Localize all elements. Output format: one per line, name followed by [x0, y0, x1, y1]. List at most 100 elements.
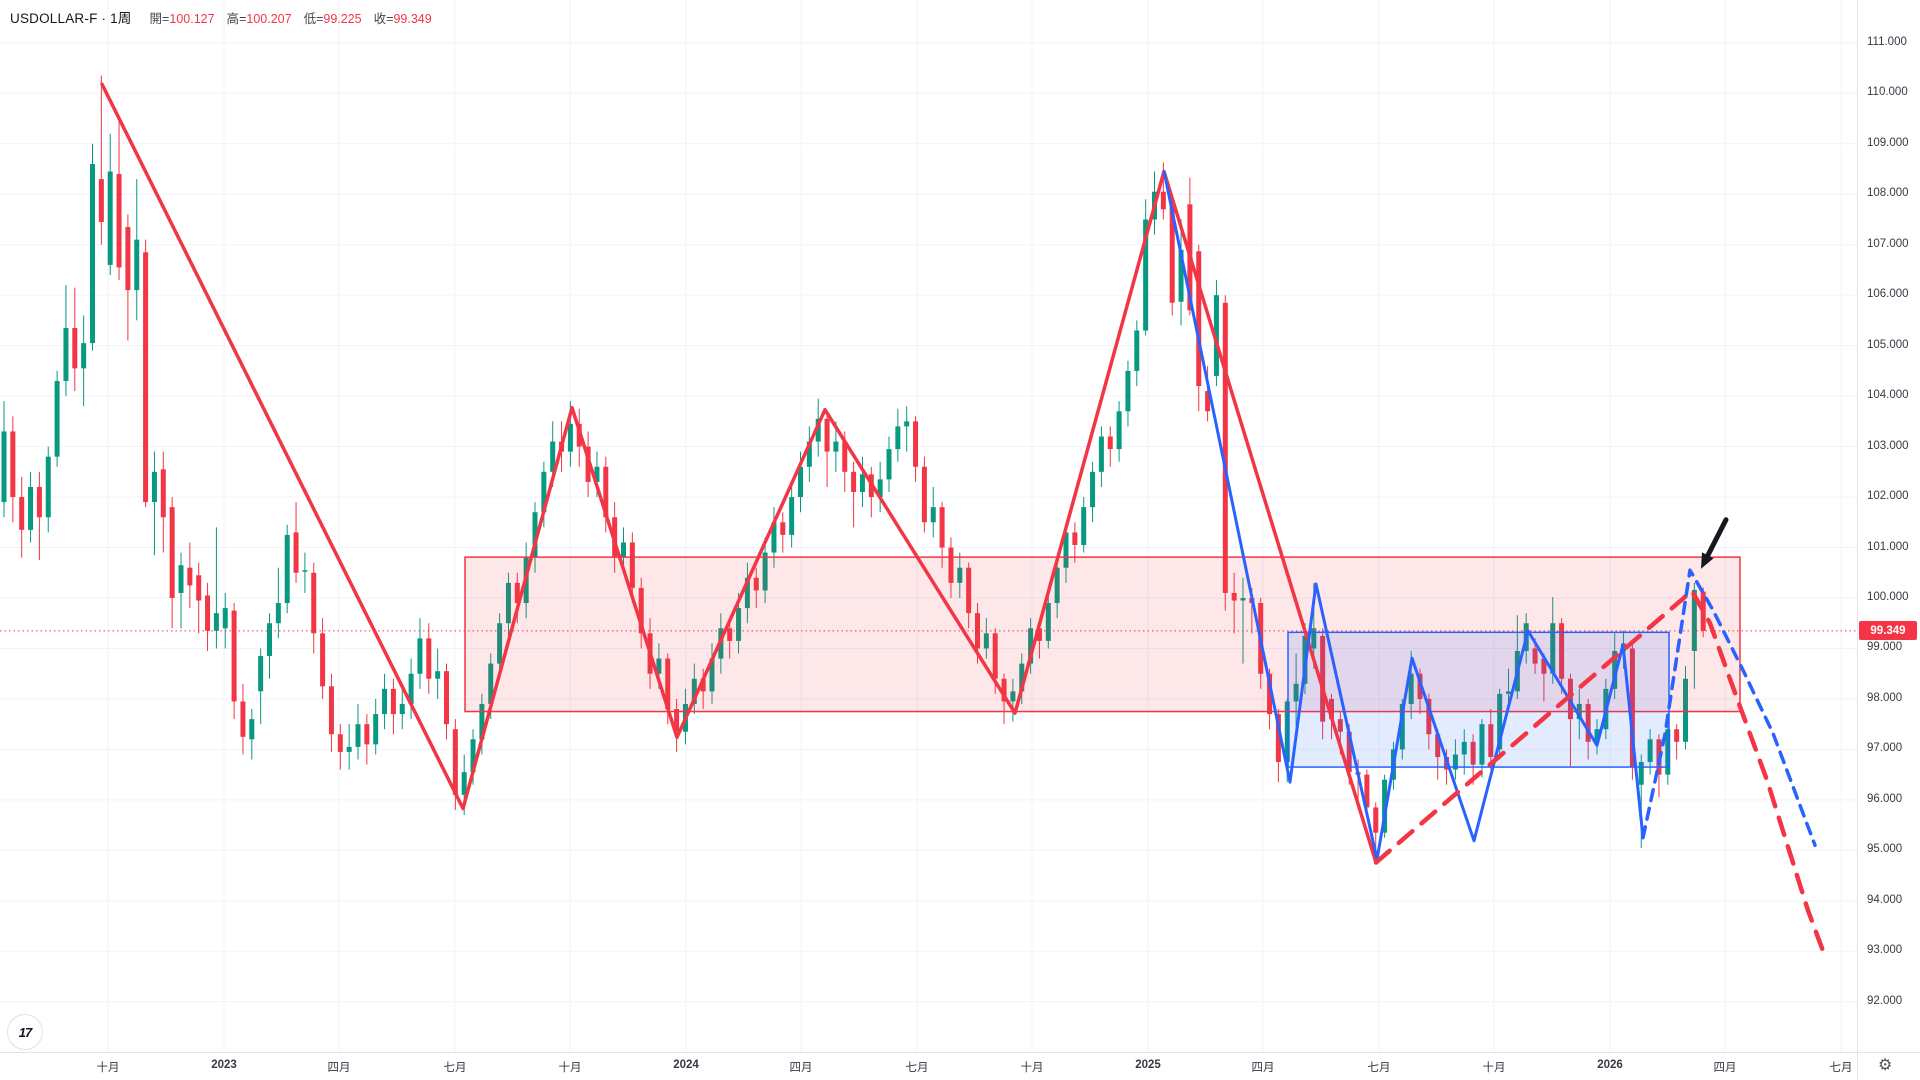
tradingview-logo-icon[interactable]: 17	[7, 1014, 43, 1050]
candle-up	[1098, 436, 1104, 472]
candle-up	[399, 703, 405, 715]
candle-up	[930, 507, 936, 523]
candle-down	[966, 567, 972, 614]
candle-up	[302, 570, 308, 572]
time-tick-label: 四月	[327, 1062, 351, 1074]
candlestick-chart[interactable]	[0, 0, 1857, 1052]
support-zone-box[interactable]	[1287, 631, 1670, 768]
candle-up	[957, 567, 963, 583]
candle-up	[815, 418, 821, 442]
time-tick-label: 2025	[1135, 1059, 1161, 1071]
candle-down	[72, 327, 78, 369]
candle-up	[81, 343, 87, 369]
price-tick-label: 104.000	[1867, 389, 1909, 402]
candle-up	[789, 497, 795, 535]
candle-down	[1001, 678, 1007, 702]
candle-up	[1125, 370, 1131, 412]
time-tick-label: 七月	[1367, 1062, 1391, 1074]
candle-down	[390, 688, 396, 715]
price-tick-label: 110.000	[1867, 86, 1908, 99]
symbol-title[interactable]: USDOLLAR-F · 1周	[10, 11, 132, 26]
candle-down	[1196, 251, 1202, 387]
candle-up	[63, 327, 69, 381]
time-tick-label: 2024	[673, 1059, 699, 1071]
candle-down	[143, 252, 149, 503]
candle-up	[1683, 678, 1688, 742]
price-tick-label: 100.000	[1867, 591, 1909, 603]
candle-down	[665, 658, 671, 710]
candle-up	[1, 431, 7, 503]
candle-down	[320, 633, 326, 687]
price-tick-label: 99.000	[1867, 641, 1903, 654]
candle-down	[603, 466, 609, 518]
open-label: 開	[149, 12, 163, 26]
candle-down	[585, 446, 591, 482]
time-tick-label: 十月	[1020, 1062, 1044, 1074]
grid-lines	[0, 0, 1857, 1052]
candle-up	[1408, 673, 1414, 704]
time-axis[interactable]: 十月 2023 四月 七月 十月 2024 四月 七月 十月 2025 四月 七月 十月 2026 四月 七月	[0, 1052, 1857, 1080]
price-tick-label: 103.000	[1867, 439, 1909, 452]
candle-down	[426, 638, 432, 679]
price-tick-label: 106.000	[1867, 288, 1909, 301]
candle-down	[205, 595, 211, 631]
candle-down	[328, 686, 334, 735]
annotation-arrow[interactable]	[1701, 517, 1729, 569]
candle-down	[116, 174, 122, 268]
red-dashed-projection[interactable]	[1373, 588, 1828, 959]
blue-dashed-projection[interactable]	[1641, 568, 1817, 848]
candle-down	[1169, 206, 1175, 303]
candle-up	[479, 703, 485, 740]
candle-down	[98, 179, 104, 222]
candle-up	[346, 746, 352, 752]
candle-up	[744, 577, 750, 609]
blue-zigzag-trendline[interactable]	[1162, 170, 1645, 861]
candle-up	[1506, 691, 1511, 694]
settings-gear-icon[interactable]: ⚙	[1878, 1057, 1893, 1074]
candle-down	[780, 522, 786, 535]
axis-corner	[1857, 1052, 1920, 1080]
candle-down	[452, 729, 458, 795]
candle-up	[1612, 650, 1618, 689]
candle-up	[1647, 739, 1653, 763]
candle-up	[408, 673, 414, 704]
chart-pane[interactable]: USDOLLAR-F · 1周 開=100.127 高=100.207 低=99…	[0, 0, 1857, 1052]
candle-up	[656, 658, 662, 674]
candle-down	[1585, 703, 1591, 742]
candle-up	[886, 449, 892, 480]
candle-up	[505, 582, 511, 624]
candle-down	[700, 678, 706, 692]
candle-up	[461, 772, 467, 795]
candle-up	[983, 633, 989, 649]
candle-up	[470, 739, 476, 773]
candle-up	[488, 663, 494, 704]
candle-up	[762, 552, 768, 591]
candle-up	[151, 471, 157, 503]
candle-down	[293, 532, 299, 573]
time-tick-label: 四月	[789, 1062, 813, 1074]
price-tick-label: 98.000	[1867, 691, 1903, 704]
candle-up	[833, 441, 839, 452]
price-axis[interactable]: 111.000 110.000 109.000 108.000 107.000 106.0…	[1857, 0, 1920, 1052]
candle-down	[337, 734, 343, 752]
candle-up	[417, 638, 423, 674]
candle-up	[1479, 724, 1485, 765]
red-zigzag-trendline[interactable]	[100, 82, 1378, 865]
candle-down	[939, 507, 945, 548]
candle-up	[594, 466, 600, 482]
candle-up	[1134, 330, 1140, 371]
candle-up	[497, 623, 503, 664]
candle-down	[36, 486, 42, 518]
candle-up	[258, 656, 264, 692]
candle-down	[1541, 658, 1547, 674]
candle-up	[134, 239, 140, 291]
candle-up	[541, 471, 547, 513]
candle-up	[1240, 598, 1246, 601]
candle-down	[753, 577, 759, 591]
open-value: 100.127	[169, 12, 215, 26]
price-tick-label: 105.000	[1867, 338, 1909, 351]
candle-up	[1594, 729, 1600, 742]
candle-down	[638, 587, 644, 634]
price-tick-label: 96.000	[1867, 792, 1903, 805]
